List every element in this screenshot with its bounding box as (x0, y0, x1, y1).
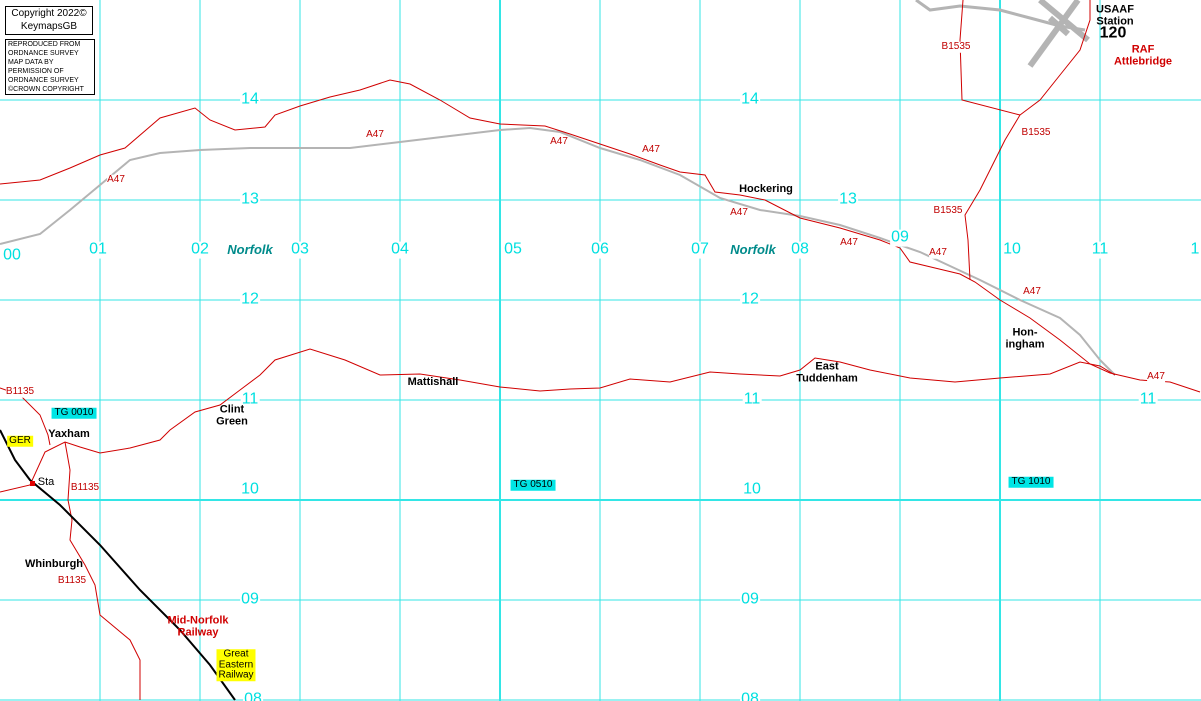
easting-label: 04 (390, 240, 410, 259)
place-name: Clint Green (216, 403, 248, 427)
road-number: B1135 (57, 574, 87, 587)
easting-label: 11 (1090, 240, 1110, 259)
place-name: Yaxham (48, 428, 90, 441)
northing-label: 11 (1138, 390, 1158, 409)
county-label: Norfolk (227, 242, 273, 258)
northing-label: 10 (742, 480, 762, 499)
easting-label: 01 (88, 240, 108, 259)
easting-label: 10 (1002, 240, 1022, 259)
northing-label: 11 (742, 390, 762, 409)
place-name: USAAF Station (1096, 3, 1134, 27)
place-name: Mattishall (407, 376, 459, 389)
easting-label: 05 (503, 240, 523, 259)
easting-label: 1 (1189, 240, 1201, 259)
copyright: KeymapsGB (20, 21, 78, 32)
grid-reference: TG 0010 (51, 407, 97, 419)
easting-label: 00 (2, 246, 22, 265)
road-number: A47 (730, 206, 748, 219)
place-name: RAF Attlebridge (1113, 43, 1173, 67)
northing-label: 12 (240, 290, 260, 309)
permission-line: MAP DATA BY (8, 59, 54, 66)
permission-line: ORDNANCE SURVEY (8, 50, 79, 57)
grid-reference: TG 1010 (1008, 476, 1054, 488)
northing-label: 09 (740, 590, 760, 609)
northing-label: 08 (740, 691, 760, 701)
place-name: Mid-Norfolk Railway (167, 614, 229, 638)
place-name: Hockering (739, 183, 793, 196)
railway-tag: GER (7, 434, 33, 447)
railway-tag: Great Eastern Railway (216, 648, 256, 681)
place-name: 120 (1099, 24, 1127, 42)
permission-line: REPRODUCED FROM (8, 41, 81, 48)
easting-label: 08 (790, 240, 810, 259)
road-number: B1135 (70, 481, 100, 494)
road-number: B1135 (5, 385, 35, 398)
road-number: A47 (929, 246, 947, 259)
road-number: B1535 (941, 40, 971, 53)
northing-label: 10 (240, 480, 260, 499)
road-number: A47 (1023, 285, 1041, 298)
county-label: Norfolk (730, 242, 776, 258)
permission-line: ©CROWN COPYRIGHT (8, 86, 84, 93)
road-number: A47 (550, 135, 568, 148)
permission-box: REPRODUCED FROM ORDNANCE SURVEY MAP DATA B… (5, 39, 95, 95)
easting-label: 03 (290, 240, 310, 259)
road-number: A47 (1147, 370, 1165, 383)
easting-label: 09 (890, 228, 910, 247)
copyright: Copyright 2022© (11, 8, 87, 19)
road-number: B1535 (1021, 126, 1051, 139)
disused-roads (0, 0, 1116, 376)
road-number: B1535 (933, 204, 963, 217)
place-name: Hon- ingham (1005, 326, 1045, 350)
northing-label: 09 (240, 590, 260, 609)
railway (0, 429, 236, 701)
grid-reference: TG 0510 (510, 479, 556, 491)
place-name: Whinburgh (24, 558, 84, 571)
road-number: A47 (840, 236, 858, 249)
northing-label: 14 (240, 90, 260, 109)
northing-label: 13 (838, 190, 858, 209)
place-name: East Tuddenham (796, 360, 858, 384)
northing-label: 13 (240, 190, 260, 209)
road-number: A47 (107, 173, 125, 186)
northing-label: 08 (243, 691, 263, 701)
easting-label: 07 (690, 240, 710, 259)
easting-label: 06 (590, 240, 610, 259)
northing-label: 11 (240, 390, 260, 409)
northing-label: 14 (740, 90, 760, 109)
station (30, 481, 35, 486)
northing-label: 12 (740, 290, 760, 309)
place-name: Sta (37, 476, 55, 489)
easting-label: 02 (190, 240, 210, 259)
permission-line: ORDNANCE SURVEY (8, 77, 79, 84)
road-number: A47 (642, 143, 660, 156)
copyright-box: Copyright 2022© KeymapsGB (5, 6, 93, 35)
road-number: A47 (366, 128, 384, 141)
permission-line: PERMISSION OF (8, 68, 64, 75)
